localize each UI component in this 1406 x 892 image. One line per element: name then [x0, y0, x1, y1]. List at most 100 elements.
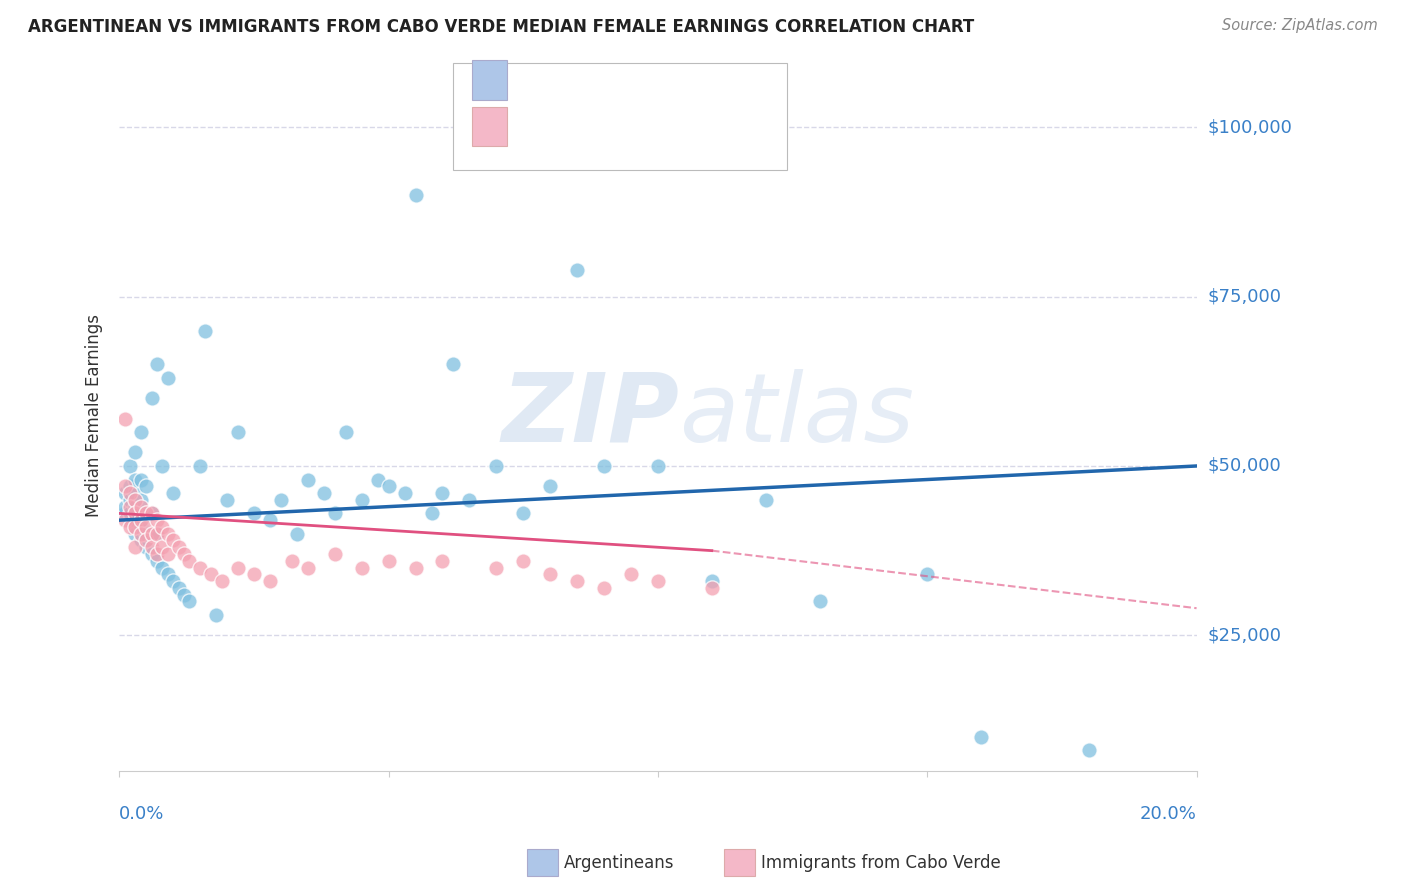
Point: [156, 371, 179, 385]
Point: [179, 594, 201, 608]
Text: -0.258: -0.258: [558, 118, 623, 136]
Text: 51: 51: [673, 118, 699, 136]
Point: [512, 554, 534, 568]
Point: [150, 560, 173, 574]
Point: [173, 588, 195, 602]
Point: [146, 554, 169, 568]
Point: [124, 526, 146, 541]
Point: [118, 458, 141, 473]
Point: [162, 574, 184, 588]
Point: [162, 486, 184, 500]
Text: $75,000: $75,000: [1208, 287, 1282, 306]
Point: [405, 560, 427, 574]
Point: [129, 500, 152, 514]
Point: [156, 526, 179, 541]
Point: [146, 357, 169, 371]
Point: [114, 507, 136, 521]
Text: 20.0%: 20.0%: [1140, 805, 1197, 823]
Point: [118, 507, 141, 521]
Text: atlas: atlas: [679, 368, 914, 462]
Text: 74: 74: [673, 70, 699, 88]
Point: [458, 492, 481, 507]
Point: [970, 730, 993, 744]
Point: [243, 507, 266, 521]
Point: [485, 560, 508, 574]
Point: [135, 507, 157, 521]
Point: [211, 574, 233, 588]
FancyBboxPatch shape: [471, 107, 508, 146]
Point: [129, 533, 152, 548]
Point: [405, 188, 427, 202]
Point: [917, 567, 939, 582]
Point: [156, 547, 179, 561]
Point: [259, 574, 281, 588]
Point: [129, 473, 152, 487]
Point: [323, 507, 346, 521]
Point: [538, 567, 561, 582]
Point: [420, 507, 443, 521]
Point: [297, 473, 319, 487]
Point: [367, 473, 389, 487]
Point: [188, 560, 211, 574]
Point: [150, 541, 173, 555]
Text: $50,000: $50,000: [1208, 457, 1281, 475]
Point: [215, 492, 238, 507]
Point: [150, 520, 173, 534]
Point: [205, 607, 228, 622]
Point: [647, 458, 669, 473]
Y-axis label: Median Female Earnings: Median Female Earnings: [86, 314, 103, 516]
Point: [141, 526, 163, 541]
Point: [226, 560, 249, 574]
Point: [118, 486, 141, 500]
Point: [162, 533, 184, 548]
Point: [146, 513, 169, 527]
Point: [135, 541, 157, 555]
Point: [200, 567, 222, 582]
Point: [141, 507, 163, 521]
Point: [179, 554, 201, 568]
Text: $25,000: $25,000: [1208, 626, 1282, 644]
Point: [808, 594, 831, 608]
Text: Argentineans: Argentineans: [564, 854, 675, 871]
Point: [124, 445, 146, 459]
Point: [226, 425, 249, 439]
Point: [312, 486, 335, 500]
Point: [593, 458, 616, 473]
Point: [259, 513, 281, 527]
Point: [114, 479, 136, 493]
Point: [167, 541, 190, 555]
Point: [280, 554, 302, 568]
Point: [156, 567, 179, 582]
Point: [377, 554, 399, 568]
Text: 0.0%: 0.0%: [120, 805, 165, 823]
Point: [135, 526, 157, 541]
Point: [146, 526, 169, 541]
Point: [124, 541, 146, 555]
Point: [270, 492, 292, 507]
Point: [114, 500, 136, 514]
Text: R =: R =: [520, 118, 560, 136]
Point: [512, 507, 534, 521]
Point: [135, 507, 157, 521]
Point: [593, 581, 616, 595]
Point: [647, 574, 669, 588]
Point: [377, 479, 399, 493]
Point: [118, 500, 141, 514]
Point: [620, 567, 643, 582]
Point: [118, 513, 141, 527]
Point: [285, 526, 308, 541]
Point: [565, 574, 588, 588]
Text: Immigrants from Cabo Verde: Immigrants from Cabo Verde: [761, 854, 1001, 871]
Point: [124, 473, 146, 487]
Point: [432, 486, 454, 500]
Point: [335, 425, 357, 439]
Point: [1077, 743, 1099, 757]
Point: [124, 492, 146, 507]
Point: [700, 574, 723, 588]
Point: [146, 526, 169, 541]
Text: Source: ZipAtlas.com: Source: ZipAtlas.com: [1222, 18, 1378, 33]
Point: [350, 492, 373, 507]
Point: [323, 547, 346, 561]
Point: [135, 479, 157, 493]
Point: [538, 479, 561, 493]
